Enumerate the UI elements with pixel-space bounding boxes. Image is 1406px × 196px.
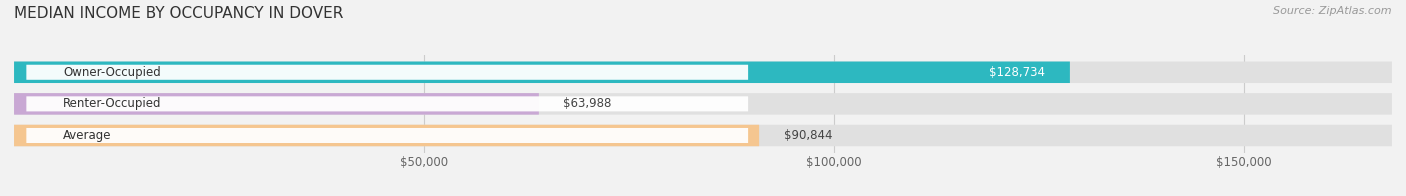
Text: Renter-Occupied: Renter-Occupied	[63, 97, 162, 110]
Text: Source: ZipAtlas.com: Source: ZipAtlas.com	[1274, 6, 1392, 16]
Text: $63,988: $63,988	[564, 97, 612, 110]
FancyBboxPatch shape	[14, 93, 1392, 115]
FancyBboxPatch shape	[14, 125, 1392, 146]
Text: $90,844: $90,844	[783, 129, 832, 142]
Text: Owner-Occupied: Owner-Occupied	[63, 66, 162, 79]
FancyBboxPatch shape	[14, 93, 538, 115]
FancyBboxPatch shape	[14, 125, 759, 146]
Text: MEDIAN INCOME BY OCCUPANCY IN DOVER: MEDIAN INCOME BY OCCUPANCY IN DOVER	[14, 6, 343, 21]
FancyBboxPatch shape	[27, 128, 748, 143]
Text: Average: Average	[63, 129, 111, 142]
FancyBboxPatch shape	[14, 62, 1070, 83]
Text: $128,734: $128,734	[990, 66, 1045, 79]
FancyBboxPatch shape	[27, 65, 748, 80]
FancyBboxPatch shape	[27, 96, 748, 111]
FancyBboxPatch shape	[14, 62, 1392, 83]
